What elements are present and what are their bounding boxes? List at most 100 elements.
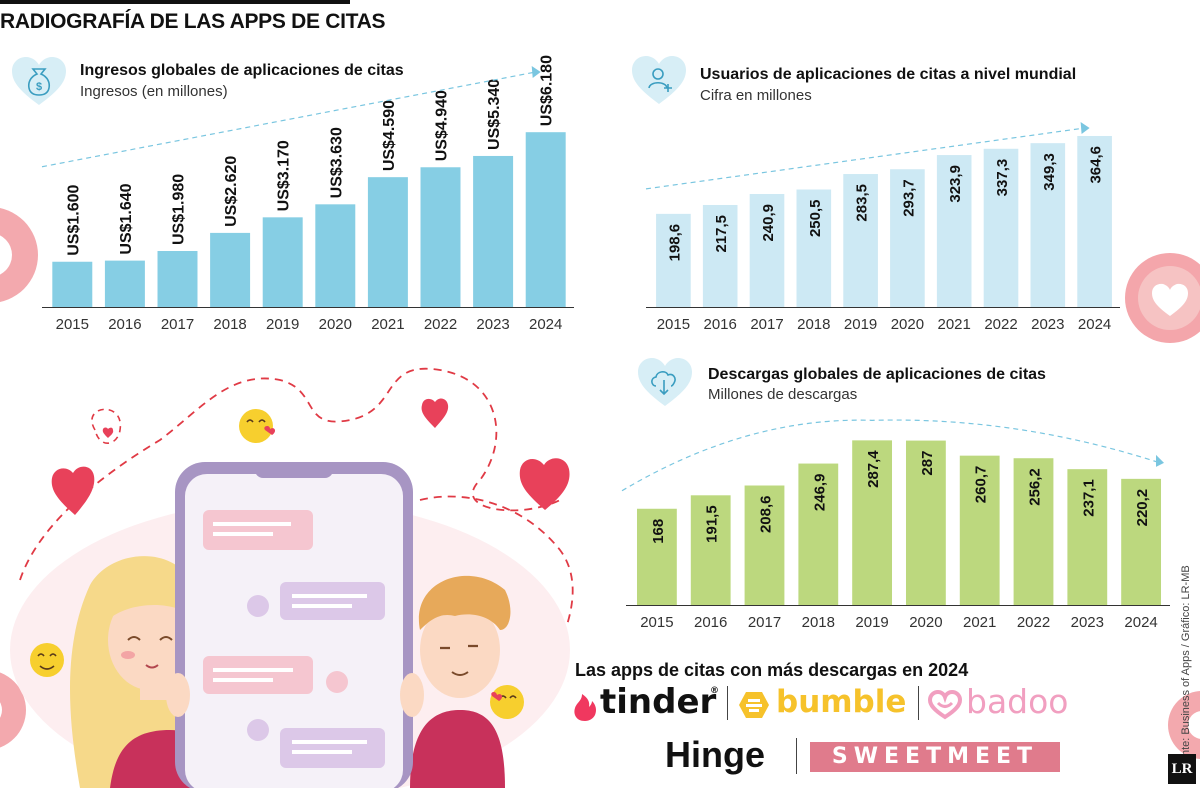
revenue-year-label: 2022 — [424, 316, 457, 333]
revenue-year-label: 2019 — [266, 316, 299, 333]
downloads-trend-arrow — [1156, 454, 1164, 467]
bumble-wordmark: bumble — [776, 684, 907, 720]
users-year-label: 2019 — [844, 316, 877, 333]
users-bar — [843, 174, 878, 307]
downloads-value-label: 246,9 — [811, 474, 828, 512]
users-year-label: 2017 — [750, 316, 783, 333]
sweetmeet-logo: SWEETMEET — [810, 742, 1060, 772]
downloads-year-label: 2023 — [1071, 614, 1104, 631]
users-bar — [1077, 135, 1112, 307]
users-value-label: 198,6 — [666, 224, 683, 262]
revenue-trend-line — [41, 71, 536, 168]
users-bar — [749, 194, 785, 307]
downloads-bar — [852, 440, 893, 605]
downloads-year-label: 2022 — [1017, 614, 1050, 631]
users-value-label: 217,5 — [713, 215, 730, 253]
cloud-download-icon — [638, 358, 692, 406]
revenue-bar — [157, 250, 198, 307]
users-year-label: 2021 — [938, 316, 971, 333]
downloads-year-label: 2018 — [802, 614, 835, 631]
downloads-bar — [905, 440, 946, 605]
revenue-bar-chart: 2015 US$1.600 2016 US$1.640 2017 US$1.980 2018… — [41, 55, 574, 333]
users-bar — [796, 189, 832, 307]
downloads-year-label: 2024 — [1124, 614, 1157, 631]
badoo-wordmark: badoo — [966, 682, 1069, 721]
revenue-bar — [210, 232, 251, 307]
revenue-value-label: US$1.980 — [171, 174, 188, 245]
downloads-bar — [1121, 478, 1162, 605]
downloads-bar — [959, 455, 1000, 605]
downloads-value-label: 287 — [919, 451, 936, 476]
revenue-bar — [367, 177, 408, 307]
lr-badge: LR — [1168, 754, 1196, 784]
downloads-value-label: 287,4 — [865, 450, 882, 488]
users-value-label: 293,7 — [900, 179, 917, 217]
couple-phone-illustration — [10, 367, 574, 788]
revenue-bar — [262, 217, 303, 307]
downloads-bar — [1013, 458, 1054, 605]
page-title: RADIOGRAFÍA DE LAS APPS DE CITAS — [0, 10, 386, 33]
users-bar — [890, 169, 925, 307]
logo-divider — [727, 686, 728, 720]
downloads-bar — [798, 463, 839, 605]
downloads-bar — [636, 508, 677, 605]
revenue-year-label: 2024 — [529, 316, 562, 333]
downloads-chart-subtitle: Millones de descargas — [708, 386, 858, 403]
revenue-chart-subtitle: Ingresos (en millones) — [80, 83, 228, 100]
badoo-heart-icon — [928, 690, 962, 720]
users-year-label: 2020 — [891, 316, 924, 333]
revenue-year-label: 2015 — [56, 316, 89, 333]
downloads-bar-chart: 2015 168 2016 191,5 2017 208,6 2018 246,9 2019 28… — [621, 419, 1170, 631]
revenue-chart-title: Ingresos globales de aplicaciones de cit… — [80, 62, 404, 79]
users-year-label: 2022 — [984, 316, 1017, 333]
downloads-year-label: 2017 — [748, 614, 781, 631]
svg-text:$: $ — [36, 81, 42, 93]
revenue-year-label: 2017 — [161, 316, 194, 333]
users-year-label: 2015 — [657, 316, 690, 333]
revenue-year-label: 2021 — [371, 316, 404, 333]
revenue-bar — [525, 132, 566, 307]
user-add-icon — [632, 56, 686, 104]
users-chart-title: Usuarios de aplicaciones de citas a nive… — [700, 66, 1077, 83]
users-value-label: 283,5 — [854, 184, 871, 222]
logo-divider — [918, 686, 919, 720]
downloads-value-label: 256,2 — [1027, 468, 1044, 506]
revenue-value-label: US$3.170 — [276, 140, 293, 211]
downloads-value-label: 220,2 — [1134, 489, 1151, 527]
downloads-trend-line — [621, 419, 1161, 492]
users-trend-arrow — [1080, 122, 1090, 134]
revenue-value-label: US$5.340 — [486, 79, 503, 150]
revenue-value-label: US$1.640 — [118, 183, 135, 254]
users-value-label: 250,5 — [807, 200, 824, 238]
source-note: Fuente: Business of Apps / Gráfico: LR-M… — [1180, 565, 1192, 775]
revenue-value-label: US$2.620 — [223, 156, 240, 227]
downloads-value-label: 191,5 — [704, 505, 721, 543]
users-value-label: 323,9 — [947, 165, 964, 203]
revenue-trend-arrow — [531, 66, 541, 78]
logo-divider — [796, 738, 797, 774]
downloads-year-label: 2015 — [640, 614, 673, 631]
users-year-label: 2023 — [1031, 316, 1064, 333]
downloads-chart-title: Descargas globales de aplicaciones de ci… — [708, 366, 1046, 383]
donut-decoration — [0, 208, 38, 302]
revenue-value-label: US$4.940 — [434, 90, 451, 161]
users-value-label: 364,6 — [1088, 146, 1105, 184]
money-bag-icon: $ — [12, 57, 66, 105]
apps-section-title: Las apps de citas con más descargas en 2… — [575, 660, 969, 680]
revenue-year-label: 2023 — [476, 316, 509, 333]
downloads-bar — [690, 495, 731, 605]
heart-donut-decoration — [1125, 253, 1200, 343]
downloads-year-label: 2019 — [855, 614, 888, 631]
users-year-label: 2018 — [797, 316, 830, 333]
revenue-bar — [420, 167, 461, 307]
revenue-value-label: US$1.600 — [65, 184, 82, 255]
revenue-year-label: 2018 — [213, 316, 246, 333]
revenue-value-label: US$6.180 — [539, 55, 556, 126]
tinder-wordmark: tinder — [600, 682, 717, 722]
top-rule — [0, 0, 350, 4]
users-bar-chart: 2015 198,6 2016 217,5 2017 240,9 2018 250,5 2019… — [645, 122, 1120, 333]
revenue-bar — [104, 260, 145, 307]
downloads-year-label: 2016 — [694, 614, 727, 631]
users-bar — [702, 204, 738, 307]
users-year-label: 2024 — [1078, 316, 1111, 333]
